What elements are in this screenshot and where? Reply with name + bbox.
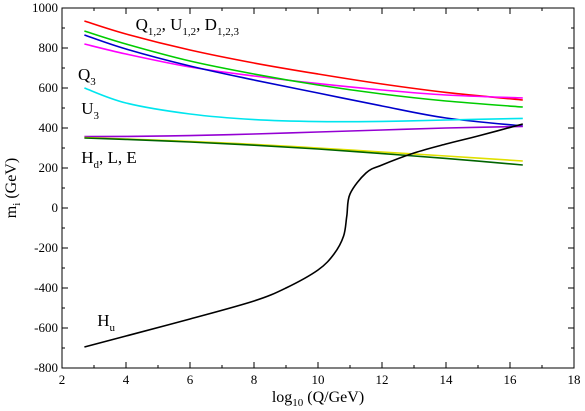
axis-ticks: 2 4 6 8 10 12 14 16 18 -800 -600 -400 -200 0 200 400 600…: [32, 0, 581, 387]
series-line-3: [84, 34, 523, 127]
plot-frame: [61, 7, 575, 369]
x-tick-label-6: 14: [440, 372, 454, 387]
x-tick-label-3: 8: [251, 372, 258, 387]
y-tick-label-0: -800: [34, 360, 58, 375]
x-tick-label-0: 2: [59, 372, 66, 387]
series-line-2: [84, 30, 523, 108]
annotation-q3: Q3: [78, 65, 96, 88]
annotation-hu: Hu: [97, 311, 115, 334]
x-tick-label-1: 4: [123, 372, 130, 387]
y-tick-label-1: -600: [34, 320, 58, 335]
series-line-4: [84, 87, 523, 123]
x-tick-label-2: 6: [187, 372, 194, 387]
y-tick-label-5: 200: [39, 160, 59, 175]
series-line-8: [84, 123, 524, 348]
y-tick-label-9: 1000: [32, 0, 58, 15]
x-axis-label: log10 (Q/GeV): [272, 389, 364, 409]
x-tick-label-7: 16: [504, 372, 518, 387]
x-tick-label-5: 12: [376, 372, 389, 387]
series-line-0: [84, 20, 523, 101]
y-tick-label-3: -200: [34, 240, 58, 255]
annotation-q12: Q1,2, U1,2, D1,2,3: [136, 15, 240, 38]
x-tick-label-4: 10: [312, 372, 325, 387]
curve-annotations: Q1,2, U1,2, D1,2,3 Q3 U3 Hd, L, E Hu: [78, 15, 239, 334]
series-line-7: [84, 137, 523, 166]
y-tick-label-7: 600: [39, 80, 59, 95]
y-tick-label-4: 0: [52, 200, 59, 215]
series-layer: [84, 20, 524, 348]
y-axis-label: mi (GeV): [3, 158, 23, 218]
annotation-u3: U3: [81, 99, 99, 122]
series-line-5: [84, 125, 523, 138]
x-tick-label-8: 18: [568, 372, 581, 387]
y-tick-label-2: -400: [34, 280, 58, 295]
y-tick-label-6: 400: [39, 120, 59, 135]
annotation-hd: Hd, L, E: [81, 148, 137, 171]
y-tick-label-8: 800: [39, 40, 59, 55]
